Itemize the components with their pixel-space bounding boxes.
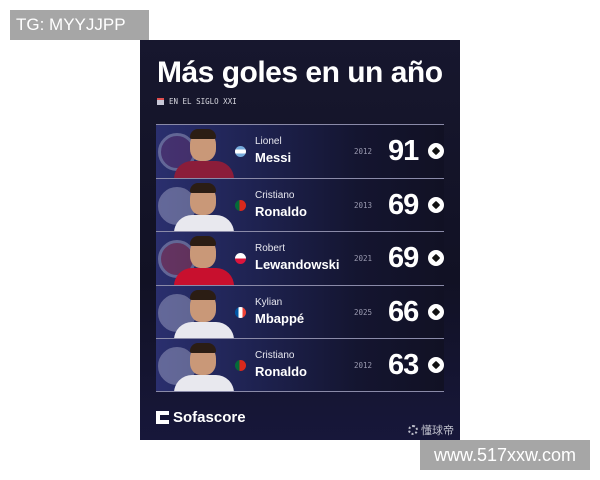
- player-photo: [156, 232, 244, 285]
- brand-name: Sofascore: [173, 409, 246, 426]
- dongqiudi-icon: [408, 425, 418, 435]
- flag-icon: [235, 253, 246, 264]
- subtitle-text: EN EL SIGLO XXI: [169, 97, 237, 106]
- first-name: Kylian: [255, 296, 283, 308]
- football-icon: [428, 196, 444, 213]
- player-hair: [190, 343, 216, 353]
- last-name: Lewandowski: [255, 257, 340, 272]
- source-watermark: 懂球帝: [408, 422, 454, 438]
- player-hair: [190, 236, 216, 246]
- last-name: Ronaldo: [255, 203, 307, 219]
- player-photo: [156, 125, 244, 178]
- player-shirt: [174, 375, 234, 391]
- ranking-list: Lionel Messi 2012 91 Cristiano Ronaldo 2…: [156, 124, 444, 392]
- goals-count: 66: [388, 295, 419, 328]
- first-name: Cristiano: [255, 350, 295, 361]
- year: 2021: [354, 254, 373, 263]
- first-name: Lionel: [255, 136, 282, 147]
- player-photo: [156, 286, 244, 338]
- player-hair: [190, 182, 216, 193]
- football-icon: [428, 250, 444, 266]
- flag-icon: [235, 360, 246, 371]
- watermark-bottom: www.517xxw.com: [420, 440, 590, 470]
- football-icon: [428, 303, 444, 320]
- subtitle: EN EL SIGLO XXI: [157, 97, 237, 106]
- goals-count: 69: [388, 242, 419, 274]
- year: 2012: [354, 147, 373, 156]
- player-shirt: [174, 321, 234, 338]
- calendar-icon: [157, 98, 164, 105]
- football-icon: [428, 357, 444, 373]
- sofascore-logo: Sofascore: [156, 409, 246, 426]
- last-name: Messi: [255, 150, 292, 165]
- first-name: Cristiano: [255, 189, 295, 201]
- player-shirt: [174, 268, 234, 285]
- list-item: Cristiano Ronaldo 2012 63: [156, 338, 444, 392]
- list-item: Robert Lewandowski 2021 69: [156, 231, 444, 285]
- first-name: Robert: [255, 243, 286, 254]
- player-hair: [190, 129, 216, 139]
- year: 2013: [354, 200, 373, 210]
- sofascore-logo-icon: [156, 411, 169, 424]
- goals-count: 63: [388, 349, 419, 381]
- last-name: Mbappé: [255, 310, 305, 326]
- player-photo: [156, 339, 244, 391]
- source-watermark-text: 懂球帝: [421, 425, 454, 437]
- infographic-card: Más goles en un año EN EL SIGLO XXI Lion…: [140, 40, 460, 440]
- year: 2012: [354, 361, 373, 370]
- player-shirt: [174, 214, 234, 231]
- year: 2025: [354, 307, 373, 317]
- player-shirt: [174, 161, 234, 178]
- list-item: Lionel Messi 2012 91: [156, 124, 444, 178]
- goals-count: 69: [388, 188, 419, 221]
- page-title: Más goles en un año: [157, 56, 443, 89]
- list-item: Cristiano Ronaldo 2013 69: [156, 177, 444, 231]
- player-photo: [156, 179, 244, 231]
- watermark-top: TG: MYYJJPP: [10, 10, 149, 40]
- player-hair: [190, 289, 216, 300]
- flag-icon: [235, 146, 246, 157]
- flag-icon: [235, 306, 246, 318]
- flag-icon: [235, 199, 246, 211]
- list-item: Kylian Mbappé 2025 66: [156, 284, 444, 338]
- goals-count: 91: [388, 135, 419, 167]
- last-name: Ronaldo: [255, 364, 307, 379]
- football-icon: [428, 143, 444, 159]
